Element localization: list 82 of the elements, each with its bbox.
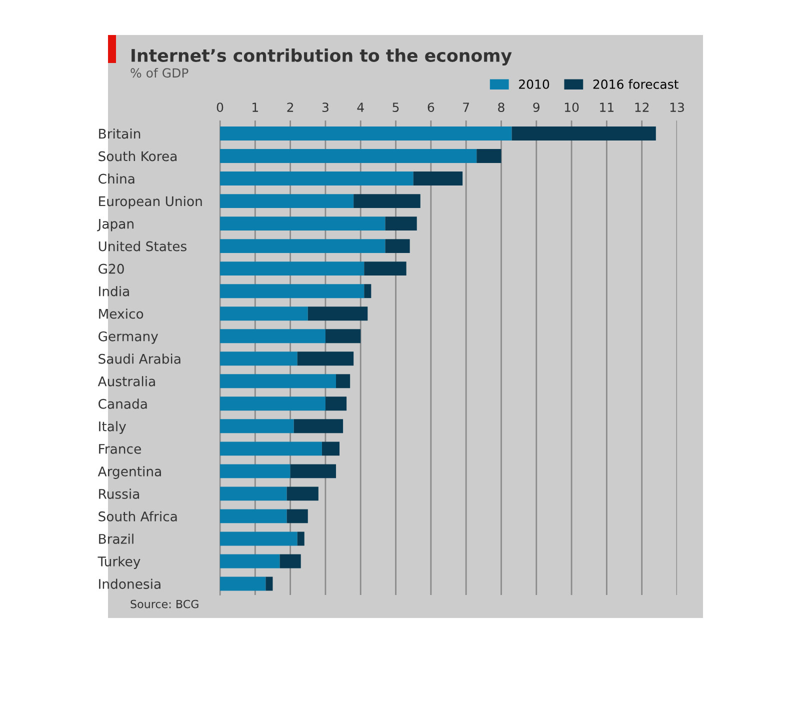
- bar: [322, 442, 340, 456]
- bar: [220, 216, 386, 231]
- bar: [220, 126, 512, 140]
- bar: [220, 239, 386, 254]
- bar: [286, 509, 308, 524]
- y-tick-label: Germany: [98, 331, 158, 344]
- bar: [220, 576, 266, 591]
- bar: [220, 532, 298, 546]
- x-tick-label: 1: [252, 102, 258, 112]
- y-tick-label: South Korea: [98, 151, 177, 162]
- bar: [220, 464, 290, 478]
- bar: [354, 194, 420, 208]
- bar: [294, 419, 344, 434]
- source-note: Source: BCG: [130, 600, 198, 608]
- bar: [385, 239, 410, 254]
- bar: [280, 554, 301, 568]
- y-tick-label: Australia: [98, 376, 155, 386]
- y-tick-label: India: [99, 286, 129, 296]
- x-tick-label: 11: [600, 102, 614, 112]
- x-tick-label: 8: [498, 102, 504, 112]
- x-tick-label: 3: [322, 102, 328, 112]
- bar: [220, 509, 287, 524]
- y-tick-label: Japan: [97, 218, 134, 232]
- y-tick-label: China: [98, 174, 134, 184]
- bar: [220, 486, 287, 501]
- chart-title: Internet’s contribution to the economy: [132, 48, 512, 66]
- bar: [220, 284, 364, 298]
- bar: [220, 554, 280, 568]
- y-tick-label: Argentina: [98, 466, 161, 479]
- y-tick-label: Russia: [99, 488, 140, 499]
- bar: [220, 442, 322, 456]
- x-tick-label: 6: [428, 102, 434, 112]
- y-tick-label: European Union: [99, 196, 202, 209]
- bar: [220, 262, 364, 276]
- x-tick-label: 7: [463, 102, 469, 112]
- legend-label: 2010: [519, 79, 550, 89]
- bar: [308, 306, 368, 321]
- y-tick-label: Britain: [99, 128, 140, 139]
- x-tick-label: 0: [216, 102, 224, 112]
- bar: [413, 172, 463, 186]
- chart-subtitle: % of GDP: [130, 68, 188, 78]
- x-tick-label: 5: [392, 102, 399, 112]
- y-tick-label: Canada: [98, 398, 147, 409]
- bar: [336, 374, 350, 388]
- y-tick-label: Saudi Arabia: [98, 354, 180, 364]
- bar: [286, 486, 318, 501]
- x-tick-label: 12: [635, 102, 649, 112]
- bar: [220, 194, 354, 208]
- x-tick-label: 13: [670, 102, 684, 112]
- y-tick-label: Italy: [99, 421, 126, 434]
- bar: [364, 262, 406, 276]
- bar: [220, 329, 326, 344]
- legend-label: 2016 forecast: [593, 79, 678, 89]
- bar: [325, 396, 347, 411]
- bar: [364, 284, 372, 298]
- bar: [220, 306, 308, 321]
- bar: [266, 576, 273, 591]
- y-tick-label: France: [99, 444, 141, 454]
- bar: [220, 172, 414, 186]
- y-tick-label: United States: [98, 241, 186, 252]
- y-tick-label: South Africa: [98, 511, 177, 522]
- bar: [297, 352, 354, 366]
- bar: [220, 419, 294, 434]
- bar: [220, 352, 298, 366]
- bar: [220, 396, 326, 411]
- bar: [476, 149, 502, 163]
- x-tick-label: 9: [533, 102, 540, 112]
- x-tick-label: 10: [564, 102, 579, 112]
- y-tick-label: Turkey: [98, 556, 140, 569]
- bar: [297, 532, 304, 546]
- y-tick-label: Brazil: [99, 534, 134, 544]
- y-tick-label: Mexico: [99, 308, 144, 319]
- bar: [325, 329, 361, 344]
- bar: [290, 464, 336, 478]
- x-tick-label: 2: [287, 102, 294, 112]
- y-tick-label: Indonesia: [99, 578, 160, 589]
- y-tick-label: G20: [98, 264, 124, 274]
- bar: [220, 149, 477, 163]
- bar: [512, 126, 656, 140]
- bar: [220, 374, 336, 388]
- bar: [385, 216, 417, 231]
- x-tick-label: 4: [357, 102, 364, 112]
